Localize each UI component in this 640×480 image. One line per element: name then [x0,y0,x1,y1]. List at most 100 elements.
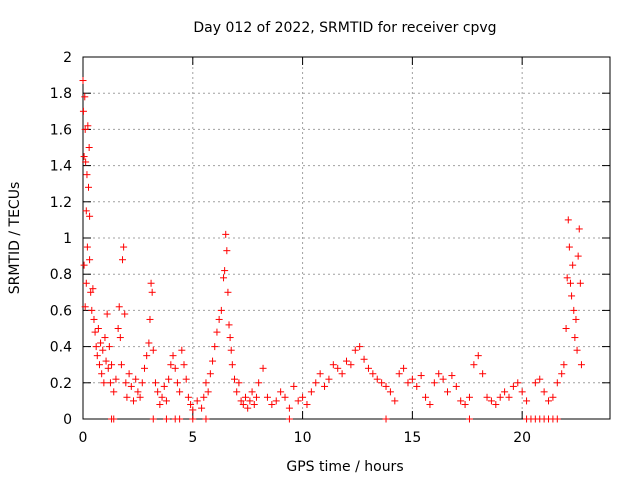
data-point [122,379,130,387]
data-point [360,355,368,363]
data-point [461,401,469,409]
data-point [408,375,416,383]
data-point [120,243,128,251]
data-point [325,375,333,383]
data-point [98,370,106,378]
data-point [572,315,580,323]
data-point [80,153,88,161]
data-point [448,372,456,380]
data-point [81,125,89,133]
data-point [574,252,582,260]
data-point [151,379,159,387]
data-point [268,401,276,409]
data-point [575,225,583,233]
data-point [211,343,219,351]
data-point [84,122,92,130]
data-point [220,274,228,282]
data-point [272,397,280,405]
data-point [540,388,548,396]
data-point [102,357,110,365]
data-point [91,328,99,336]
data-point [391,397,399,405]
data-point [553,415,561,423]
data-point [386,388,394,396]
data-point [171,364,179,372]
data-point [382,415,390,423]
data-point [518,388,526,396]
data-point [222,230,230,238]
data-point [343,357,350,365]
data-point [95,361,103,369]
data-point [83,171,91,179]
y-tick-label: 1.8 [50,86,72,102]
data-point [404,379,412,387]
data-point [259,364,267,372]
data-point [145,339,153,347]
data-point [422,393,430,401]
data-points [79,77,585,423]
y-tick-label: 0 [63,412,72,428]
data-point [82,279,90,287]
data-point [138,379,146,387]
data-point [158,393,166,401]
data-point [97,339,105,347]
data-point [94,325,102,332]
data-point [465,415,473,423]
data-point [134,388,142,396]
x-tick-label: 5 [188,430,197,446]
data-point [105,343,113,351]
data-point [110,415,118,423]
data-point [417,372,425,380]
data-point [395,370,403,378]
data-point [248,388,256,396]
data-point [80,261,88,269]
data-point [116,334,124,342]
data-point [549,393,557,401]
data-point [90,315,98,323]
data-point [162,397,170,405]
data-point [106,379,114,387]
data-point [176,388,184,396]
x-tick-label: 20 [513,430,531,446]
data-point [184,393,192,401]
data-point [189,415,197,423]
data-point [290,382,298,390]
y-tick-label: 0.8 [50,267,72,283]
data-point [193,397,201,405]
data-point [568,292,576,300]
data-point [115,303,123,311]
data-point [225,321,233,329]
data-point [430,379,438,387]
data-point [173,379,181,387]
data-point [127,382,135,390]
data-point [84,183,92,191]
y-tick-label: 1.6 [50,122,72,138]
data-point [123,393,131,401]
data-point [281,393,289,401]
data-point [237,397,245,405]
data-point [400,364,408,372]
grid [83,57,610,419]
data-point [303,401,311,409]
y-tick-label: 0.2 [50,376,72,392]
data-point [79,107,87,115]
data-point [562,325,570,332]
data-point [132,375,140,383]
data-point [235,379,243,387]
data-point [573,346,581,354]
data-point [483,393,491,401]
data-point [119,256,127,264]
data-point [246,397,254,405]
data-point [221,267,229,275]
data-point [564,216,572,224]
data-point [307,388,315,396]
data-point [178,346,186,354]
y-tick-label: 1.2 [50,195,72,211]
x-tick-label: 15 [403,430,421,446]
data-point [215,315,223,323]
data-point [457,397,465,405]
data-point [413,382,421,390]
data-point [187,401,195,409]
data-point [465,393,473,401]
